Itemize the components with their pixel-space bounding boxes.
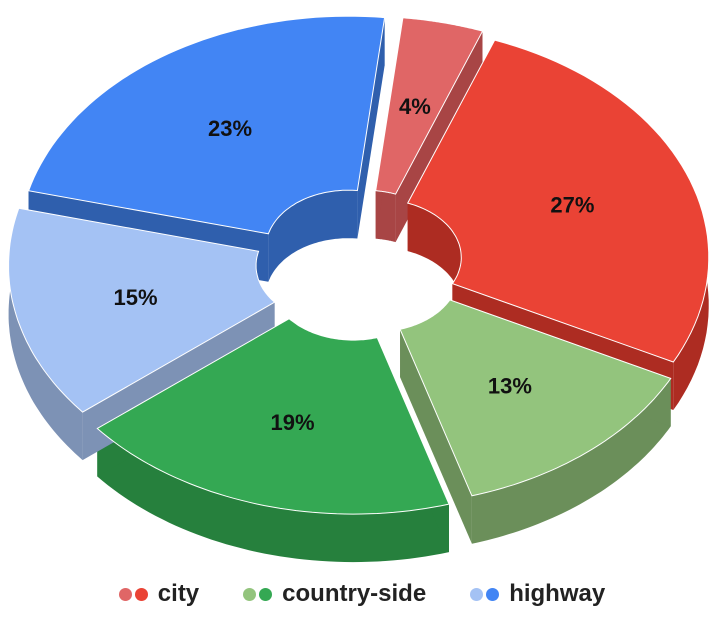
slice-cut-face-end-2 <box>400 329 472 544</box>
slice-city-0[interactable] <box>375 17 484 195</box>
slice-highway-4[interactable] <box>8 207 276 413</box>
legend: city country-side highway <box>0 580 724 608</box>
legend-dot-country-side-1 <box>243 587 257 601</box>
slice-label-1: 27% <box>550 192 594 217</box>
legend-label-city: city <box>157 580 200 607</box>
legend-item-city[interactable]: city <box>118 580 200 608</box>
slice-country-side-3[interactable] <box>96 318 450 515</box>
legend-dot-highway-1 <box>470 587 484 601</box>
legend-item-country-side[interactable]: country-side <box>243 580 426 608</box>
legend-dot-city-2 <box>134 587 148 601</box>
slice-labels: 4% 27% 13% 19% 15% 23% <box>113 94 594 435</box>
legend-dot-city-1 <box>118 587 132 601</box>
slice-highway-5[interactable] <box>27 15 386 235</box>
legend-dot-country-side-2 <box>259 587 273 601</box>
slice-outer-wall-4 <box>8 208 83 461</box>
slice-country-side-2[interactable] <box>399 299 672 497</box>
slice-tops <box>8 15 710 515</box>
slice-city-1[interactable] <box>406 39 710 363</box>
legend-swatch-country-side <box>243 587 275 601</box>
slice-label-2: 13% <box>488 374 532 399</box>
slice-cut-face-end-5 <box>357 17 385 239</box>
legend-label-highway: highway <box>509 580 606 607</box>
legend-swatch-city <box>118 587 151 601</box>
legend-item-highway[interactable]: highway <box>470 580 605 608</box>
slice-label-0: 4% <box>399 94 431 119</box>
slice-outer-wall-3 <box>97 428 450 563</box>
slice-label-5: 23% <box>208 116 252 141</box>
legend-swatch-highway <box>470 587 502 601</box>
legend-dot-highway-2 <box>486 587 500 601</box>
slice-inner-wall-1 <box>407 203 462 332</box>
slice-label-4: 15% <box>113 285 157 310</box>
slice-inner-wall-5 <box>268 190 358 282</box>
slice-label-3: 19% <box>270 410 314 435</box>
legend-label-country-side: country-side <box>282 580 427 607</box>
